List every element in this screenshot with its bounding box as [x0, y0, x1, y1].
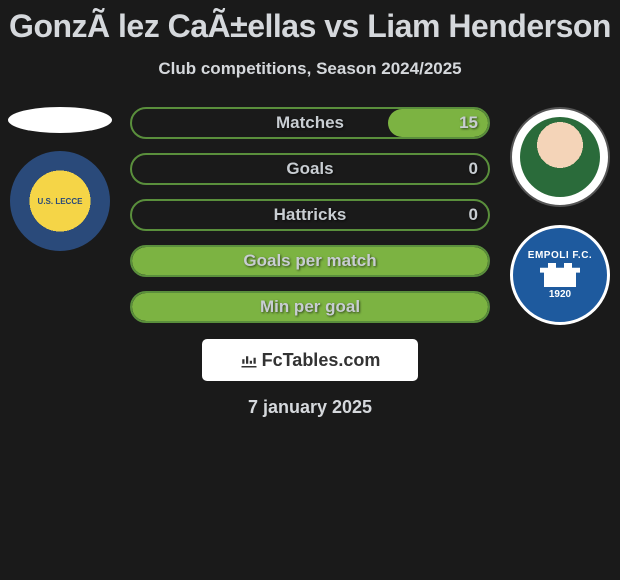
left-player-photo: [8, 107, 112, 133]
right-club-tower-icon: [540, 263, 580, 287]
stat-label: Goals per match: [243, 251, 376, 271]
stat-bar: Matches 15: [130, 107, 490, 139]
right-player-photo: [510, 107, 610, 207]
right-player-face: [520, 117, 600, 197]
right-club-badge-inner: EMPOLI F.C. 1920: [528, 250, 592, 300]
comparison-card: GonzÃ lez CaÃ±ellas vs Liam Henderson Cl…: [0, 0, 620, 418]
subtitle: Club competitions, Season 2024/2025: [158, 59, 461, 79]
right-club-badge: EMPOLI F.C. 1920: [510, 225, 610, 325]
stat-value-right: 0: [469, 205, 478, 225]
stat-bar: Hattricks 0: [130, 199, 490, 231]
stat-label: Matches: [276, 113, 344, 133]
branding-badge: FcTables.com: [202, 339, 418, 381]
right-player-column: EMPOLI F.C. 1920: [500, 107, 620, 325]
stat-bar: Min per goal: [130, 291, 490, 323]
stat-bar: Goals per match: [130, 245, 490, 277]
right-club-badge-year: 1920: [549, 289, 571, 300]
comparison-row: U.S. LECCE Matches15Goals0Hattricks0Goal…: [0, 107, 620, 325]
left-club-badge: U.S. LECCE: [10, 151, 110, 251]
stats-column: Matches 15 Goals 0 Hattricks 0 Goals per match…: [120, 107, 500, 323]
stat-bar: Goals 0: [130, 153, 490, 185]
page-title: GonzÃ lez CaÃ±ellas vs Liam Henderson: [9, 8, 611, 45]
chart-icon: [240, 351, 258, 369]
branding-text: FcTables.com: [262, 350, 381, 371]
stat-value-right: 15: [459, 113, 478, 133]
right-club-badge-top: EMPOLI F.C.: [528, 250, 592, 261]
date-text: 7 january 2025: [248, 397, 372, 418]
stat-label: Min per goal: [260, 297, 360, 317]
left-club-badge-text: U.S. LECCE: [38, 197, 83, 206]
stat-value-right: 0: [469, 159, 478, 179]
left-player-column: U.S. LECCE: [0, 107, 120, 251]
stat-label: Hattricks: [274, 205, 347, 225]
stat-label: Goals: [286, 159, 333, 179]
